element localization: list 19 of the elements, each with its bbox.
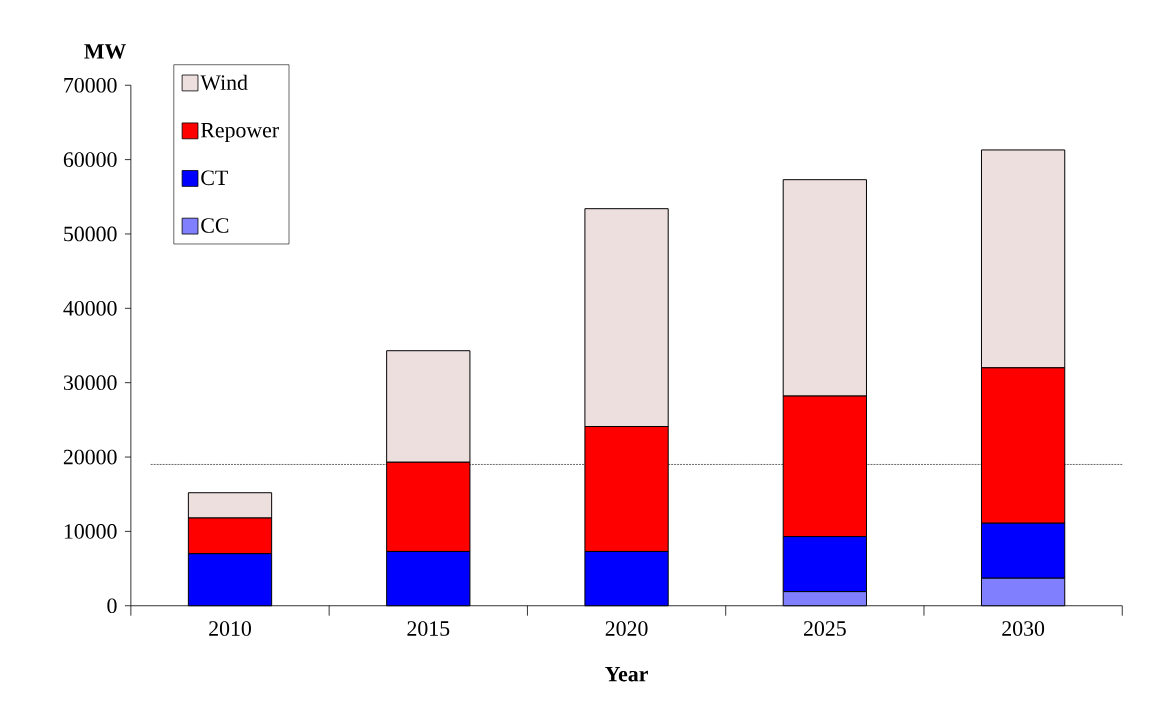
y-tick-label: 70000 (64, 78, 117, 93)
legend-label: CT (201, 170, 228, 186)
legend-label: CC (201, 218, 229, 233)
x-tick-label: 2020 (605, 621, 648, 636)
x-tick-label: 2025 (803, 621, 846, 636)
y-axis-title: MW (84, 44, 126, 59)
x-tick-label: 2030 (1002, 621, 1045, 636)
legend-label: Wind (200, 74, 248, 91)
y-tick-label: 60000 (63, 152, 117, 168)
y-tick-label: 0 (107, 598, 117, 614)
y-tick-label: 20000 (63, 449, 117, 465)
y-tick-label: 10000 (64, 524, 117, 539)
y-tick-label: 40000 (63, 301, 117, 316)
y-tick-label: 50000 (64, 226, 117, 242)
x-tick-label: 2010 (209, 621, 251, 636)
legend-label: Repower (200, 123, 279, 143)
x-axis-title: Year (605, 667, 648, 682)
y-tick-label: 30000 (63, 375, 117, 391)
x-tick-label: 2015 (407, 621, 450, 636)
